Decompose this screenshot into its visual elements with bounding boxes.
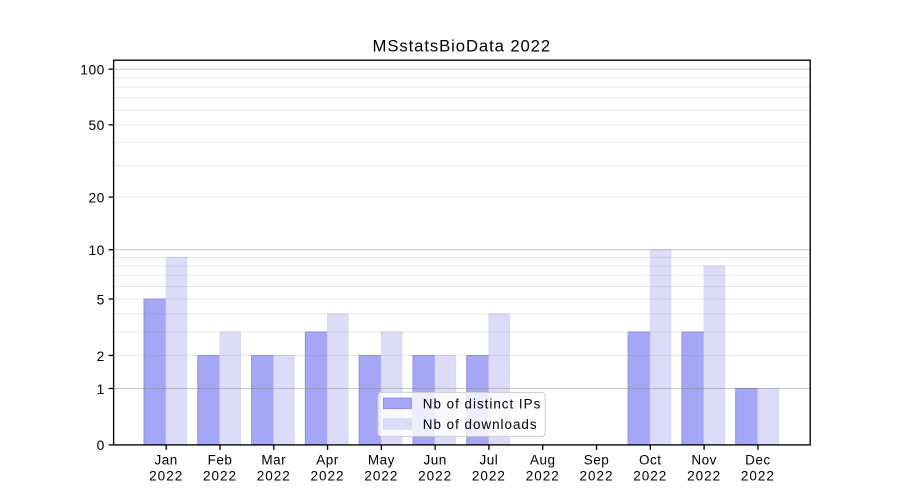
svg-text:Jul: Jul — [480, 452, 499, 467]
svg-text:2022: 2022 — [418, 468, 452, 483]
svg-text:100: 100 — [80, 62, 105, 77]
svg-text:Feb: Feb — [208, 452, 233, 467]
svg-text:Jan: Jan — [155, 452, 178, 467]
svg-text:2022: 2022 — [311, 468, 345, 483]
svg-text:2022: 2022 — [257, 468, 291, 483]
svg-text:Mar: Mar — [261, 452, 286, 467]
svg-text:Jun: Jun — [424, 452, 447, 467]
svg-text:2022: 2022 — [687, 468, 721, 483]
svg-text:Nb of distinct IPs: Nb of distinct IPs — [423, 396, 541, 411]
svg-text:2022: 2022 — [149, 468, 183, 483]
svg-text:Sep: Sep — [584, 452, 610, 467]
svg-text:2022: 2022 — [526, 468, 560, 483]
svg-text:2022: 2022 — [579, 468, 613, 483]
svg-text:2: 2 — [97, 349, 105, 364]
svg-text:2022: 2022 — [633, 468, 667, 483]
svg-text:Nb of downloads: Nb of downloads — [423, 417, 538, 432]
svg-text:Oct: Oct — [639, 452, 662, 467]
svg-text:50: 50 — [88, 118, 104, 133]
svg-text:2022: 2022 — [741, 468, 775, 483]
svg-text:10: 10 — [88, 243, 104, 258]
svg-text:20: 20 — [88, 190, 104, 205]
svg-text:0: 0 — [97, 438, 105, 453]
svg-text:2022: 2022 — [364, 468, 398, 483]
svg-text:2022: 2022 — [472, 468, 506, 483]
svg-text:Nov: Nov — [691, 452, 717, 467]
svg-text:1: 1 — [97, 382, 105, 397]
svg-text:Aug: Aug — [530, 452, 556, 467]
svg-text:Dec: Dec — [745, 452, 771, 467]
svg-text:5: 5 — [97, 292, 105, 307]
svg-text:2022: 2022 — [203, 468, 237, 483]
svg-text:MSstatsBioData 2022: MSstatsBioData 2022 — [373, 36, 552, 55]
svg-text:May: May — [368, 452, 395, 467]
svg-text:Apr: Apr — [316, 452, 339, 467]
